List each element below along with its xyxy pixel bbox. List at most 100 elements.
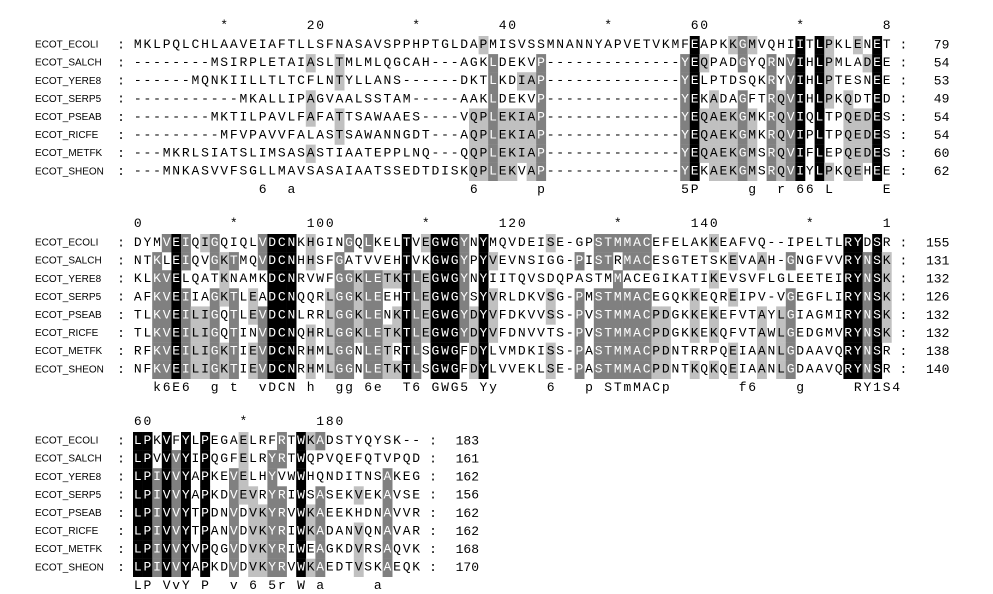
conservation-shade <box>181 522 191 541</box>
sequence-name: ECOT_METFK <box>35 346 103 357</box>
conservation-shade <box>142 522 153 541</box>
conservation-shade <box>872 90 883 109</box>
conservation-shade <box>334 324 345 343</box>
sequence-name: ECOT_SERP5 <box>35 94 102 105</box>
conservation-shade <box>853 108 863 127</box>
conservation-shade <box>401 252 412 271</box>
conservation-shade <box>421 270 431 289</box>
conservation-shade <box>181 342 191 361</box>
conservation-shade <box>824 90 835 109</box>
conservation-shade <box>296 504 307 523</box>
conservation-shade <box>267 342 278 361</box>
conservation-shade <box>737 144 748 163</box>
residue-count: 132 <box>926 308 949 323</box>
conservation-shade <box>430 234 441 253</box>
conservation-shade <box>497 126 508 145</box>
conservation-shade <box>190 360 201 379</box>
conservation-shade <box>785 324 796 343</box>
conservation-shade <box>334 270 345 289</box>
conservation-shade <box>171 270 182 289</box>
conservation-shade <box>392 360 403 379</box>
conservation-shade <box>363 288 374 307</box>
conservation-shade <box>766 126 777 145</box>
sequence-name: ECOT_SHEON <box>35 166 104 177</box>
separator: : <box>899 92 907 107</box>
conservation-shade <box>334 72 345 91</box>
conservation-shade <box>411 342 422 361</box>
conservation-shade <box>689 90 700 109</box>
conservation-shade <box>747 108 758 127</box>
conservation-shade <box>161 270 172 289</box>
conservation-shade <box>469 126 479 145</box>
conservation-shade <box>382 522 393 541</box>
conservation-shade <box>613 270 623 289</box>
residue-count: 156 <box>456 488 479 503</box>
conservation-shade <box>296 432 307 451</box>
conservation-shade <box>200 486 211 505</box>
conservation-shade <box>689 306 700 325</box>
conservation-shade <box>200 504 211 523</box>
sequence-name: ECOT_PSEAB <box>35 112 102 123</box>
conservation-shade <box>277 504 287 523</box>
conservation-shade <box>219 288 230 307</box>
conservation-shade <box>478 324 489 343</box>
conservation-shade <box>219 252 230 271</box>
conservation-shade <box>613 306 623 325</box>
residue-count: 62 <box>934 164 950 179</box>
conservation-shade <box>843 126 854 145</box>
conservation-shade <box>785 126 796 145</box>
conservation-shade <box>161 234 172 253</box>
conservation-shade <box>478 126 489 145</box>
conservation-shade <box>267 252 278 271</box>
conservation-shade <box>200 306 211 325</box>
sequence-name: ECOT_METFK <box>35 544 103 555</box>
conservation-shade <box>862 54 873 73</box>
conservation-shade <box>709 270 719 289</box>
conservation-shade <box>267 558 278 577</box>
separator: : <box>117 326 125 341</box>
separator: : <box>117 470 125 485</box>
conservation-shade <box>766 144 777 163</box>
sequence-name: ECOT_ECOLI <box>35 238 98 249</box>
separator: : <box>429 560 437 575</box>
conservation-shade <box>843 360 854 379</box>
sequence-name: ECOT_SALCH <box>35 58 102 69</box>
conservation-shade <box>373 360 383 379</box>
conservation-shade <box>766 90 777 109</box>
conservation-shade <box>469 360 479 379</box>
conservation-shade <box>709 90 719 109</box>
conservation-shade <box>142 450 153 469</box>
conservation-shade <box>171 306 182 325</box>
conservation-shade <box>142 558 153 577</box>
residue-count: 168 <box>456 542 479 557</box>
conservation-shade <box>257 360 268 379</box>
conservation-shade <box>305 108 316 127</box>
conservation-shade <box>862 306 873 325</box>
conservation-shade <box>181 252 191 271</box>
conservation-shade <box>267 306 278 325</box>
conservation-shade <box>449 252 460 271</box>
conservation-shade <box>689 324 700 343</box>
separator: : <box>899 308 907 323</box>
conservation-shade <box>161 558 172 577</box>
residue-count: 183 <box>456 433 479 448</box>
separator: : <box>117 433 125 448</box>
conservation-shade <box>209 324 220 343</box>
separator: : <box>117 272 125 287</box>
conservation-shade <box>862 288 873 307</box>
separator: : <box>899 146 907 161</box>
conservation-shade <box>680 108 691 127</box>
conservation-shade <box>843 162 854 181</box>
conservation-shade <box>161 306 172 325</box>
conservation-shade <box>872 234 883 253</box>
conservation-shade <box>449 324 460 343</box>
conservation-shade <box>267 324 278 343</box>
conservation-shade <box>209 288 220 307</box>
conservation-shade <box>315 540 326 559</box>
